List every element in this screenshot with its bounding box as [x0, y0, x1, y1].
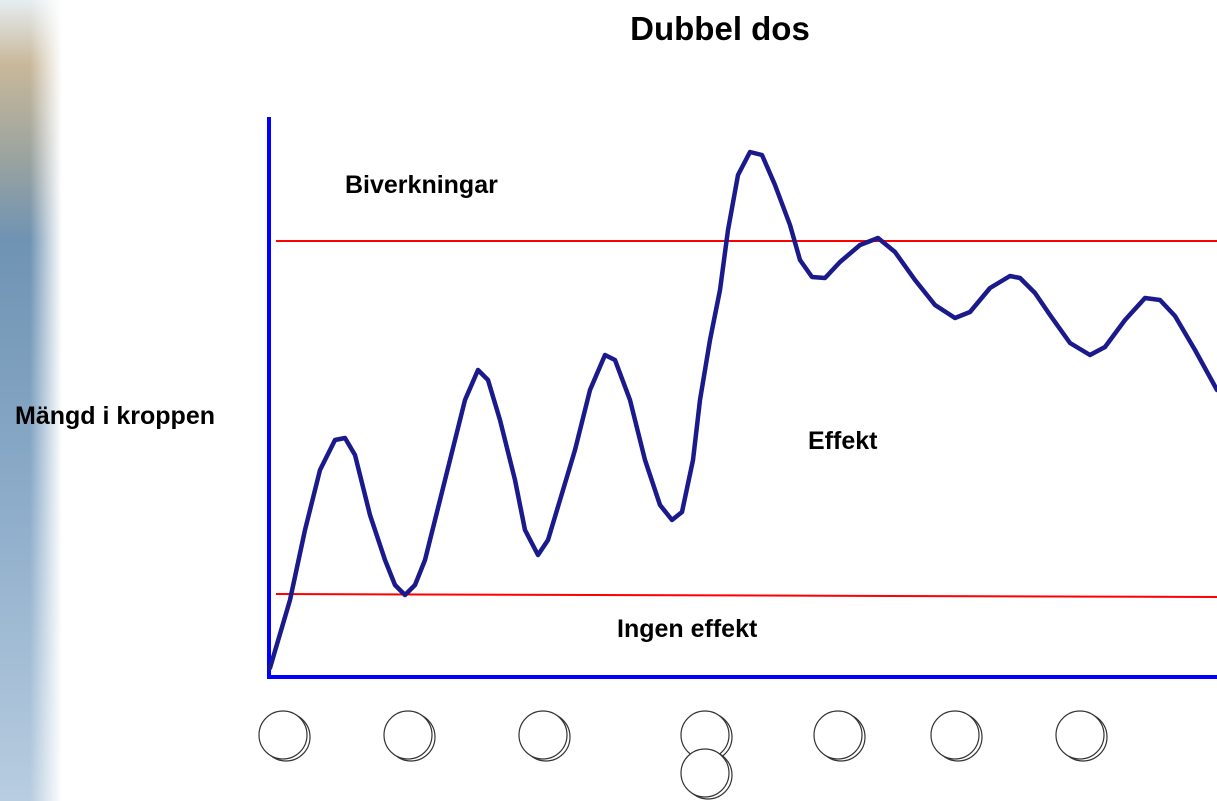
dose-pills	[259, 711, 1107, 799]
effect-label: Effekt	[808, 427, 878, 455]
pill	[259, 711, 307, 759]
pill	[384, 711, 432, 759]
pill	[814, 711, 862, 759]
effect-threshold	[276, 594, 1217, 597]
concentration-curve	[270, 152, 1217, 668]
pill	[519, 711, 567, 759]
y-axis-label: Mängd i kroppen	[15, 402, 215, 430]
title: Dubbel dos	[630, 10, 810, 47]
pill	[681, 749, 729, 797]
side-effects-label: Biverkningar	[345, 171, 498, 199]
pill	[931, 711, 979, 759]
background-fade	[30, 0, 62, 801]
page: Dubbel dos Biverkningar Mängd i kroppen …	[0, 0, 1217, 801]
pill	[1056, 711, 1104, 759]
slide: Dubbel dos Biverkningar Mängd i kroppen …	[0, 0, 1217, 801]
no-effect-label: Ingen effekt	[617, 615, 758, 643]
